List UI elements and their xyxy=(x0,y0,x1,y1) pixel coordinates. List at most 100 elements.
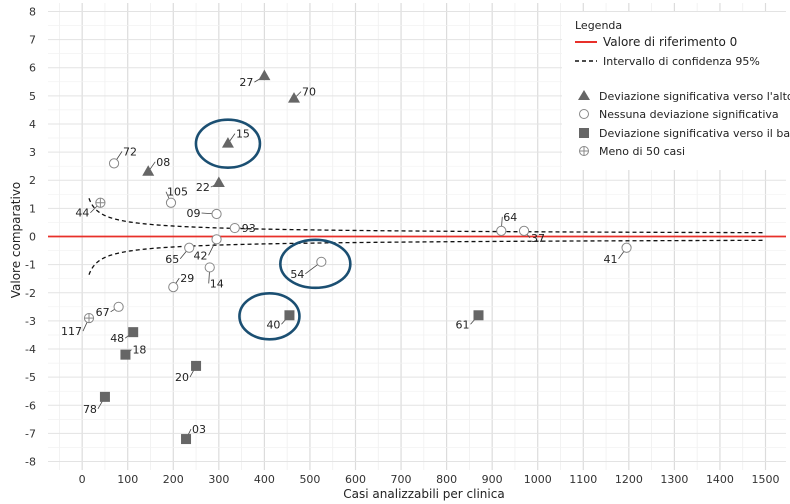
point-circle-37 xyxy=(518,225,530,236)
point-label-22: 22 xyxy=(196,181,210,194)
point-circle-42 xyxy=(211,234,222,245)
highlight-ellipse-54 xyxy=(279,238,352,290)
point-circle-105 xyxy=(165,197,177,208)
point-triangle-22 xyxy=(212,176,225,188)
point-label-37: 37 xyxy=(531,232,545,245)
point-label-44: 44 xyxy=(75,207,89,220)
x-tick-label: 800 xyxy=(436,473,457,486)
point-circle-65 xyxy=(184,242,195,253)
y-tick-label: -2 xyxy=(25,287,36,300)
point-label-41: 41 xyxy=(604,253,618,266)
point-label-117: 117 xyxy=(61,325,82,338)
y-tick-label: -5 xyxy=(25,371,36,384)
legend-line-label-ci: Intervallo di confidenza 95% xyxy=(603,55,760,68)
point-label-03: 03 xyxy=(192,423,206,436)
y-tick-label: 1 xyxy=(29,202,36,215)
point-circle-41 xyxy=(621,242,632,253)
x-tick-label: 0 xyxy=(79,473,86,486)
point-square-61 xyxy=(473,310,484,321)
point-circle-54 xyxy=(316,256,327,267)
point-square-48 xyxy=(128,327,139,338)
point-square-20 xyxy=(191,360,202,371)
y-tick-label: -8 xyxy=(25,456,36,469)
x-axis-ticks: 0 100 200 300 400 500 600 700 800 900 1000 1100 1200… xyxy=(79,473,780,486)
y-tick-label: 3 xyxy=(29,146,36,159)
legend-marker-label-down: Deviazione significativa verso il basso xyxy=(599,127,790,140)
point-crossed-circle-117 xyxy=(83,312,95,324)
y-tick-label: 8 xyxy=(29,5,36,18)
legend-square-icon xyxy=(579,128,589,138)
legend-box xyxy=(562,12,786,170)
point-circle-09 xyxy=(211,208,222,220)
x-tick-label: 700 xyxy=(391,473,412,486)
data-labels: 27 70 15 08 22 72 105 09 93 42 65 14 29 67 54 64 37 41 40 6… xyxy=(61,76,618,436)
legend-line-label-reference: Valore di riferimento 0 xyxy=(603,35,737,49)
point-square-78 xyxy=(99,391,110,402)
legend-crossed-circle-icon xyxy=(579,146,589,156)
data-points xyxy=(83,69,632,445)
y-tick-label: 6 xyxy=(29,62,36,75)
point-triangle-08 xyxy=(142,165,155,176)
legend: Legenda Valore di riferimento 0 Interval… xyxy=(562,12,790,170)
point-label-93: 93 xyxy=(242,222,256,235)
y-axis-title: Valore comparativo xyxy=(9,182,23,299)
x-tick-label: 1000 xyxy=(524,473,552,486)
legend-triangle-icon xyxy=(578,90,590,100)
x-tick-label: 400 xyxy=(254,473,275,486)
point-label-70: 70 xyxy=(302,86,316,99)
point-circle-64 xyxy=(496,225,507,236)
x-tick-label: 1200 xyxy=(615,473,643,486)
point-label-48: 48 xyxy=(110,332,124,345)
y-tick-label: 0 xyxy=(29,231,36,244)
y-tick-label: 7 xyxy=(29,34,36,47)
point-circle-72 xyxy=(108,158,120,169)
point-label-15: 15 xyxy=(236,128,250,141)
point-label-40: 40 xyxy=(266,318,280,331)
confidence-band xyxy=(88,198,766,275)
point-circle-67 xyxy=(113,301,124,312)
point-label-64: 64 xyxy=(503,211,517,224)
x-tick-label: 1100 xyxy=(569,473,597,486)
point-label-61: 61 xyxy=(456,318,470,331)
point-square-03 xyxy=(181,434,192,445)
x-tick-label: 1500 xyxy=(752,473,780,486)
y-axis-ticks: -8 -7 -6 -5 -4 -3 -2 -1 0 1 2 3 4 5 6 7 8 xyxy=(25,5,36,468)
point-label-18: 18 xyxy=(132,344,146,357)
point-circle-14 xyxy=(204,262,215,273)
point-circle-93 xyxy=(229,222,240,234)
y-tick-label: 5 xyxy=(29,90,36,103)
x-tick-label: 500 xyxy=(299,473,320,486)
point-label-27: 27 xyxy=(239,76,253,89)
point-label-14: 14 xyxy=(210,277,224,290)
point-label-105: 105 xyxy=(167,186,188,199)
x-axis-title: Casi analizzabili per clinica xyxy=(343,487,504,501)
x-tick-label: 200 xyxy=(163,473,184,486)
x-tick-label: 900 xyxy=(482,473,503,486)
legend-marker-label-up: Deviazione significativa verso l'alto xyxy=(599,90,790,103)
point-label-09: 09 xyxy=(187,207,201,220)
point-square-40 xyxy=(284,310,295,321)
legend-circle-icon xyxy=(579,109,589,119)
x-tick-label: 300 xyxy=(208,473,229,486)
y-tick-label: 4 xyxy=(29,118,36,131)
highlight-ellipses xyxy=(194,118,352,341)
x-tick-label: 100 xyxy=(117,473,138,486)
y-tick-label: 2 xyxy=(29,174,36,187)
point-triangle-27 xyxy=(258,69,271,81)
point-triangle-15 xyxy=(221,137,234,148)
legend-marker-label-few: Meno di 50 casi xyxy=(599,145,685,158)
y-tick-label: -6 xyxy=(25,399,36,412)
point-label-78: 78 xyxy=(83,403,97,416)
point-label-54: 54 xyxy=(290,268,304,281)
y-tick-label: -1 xyxy=(25,259,36,272)
point-label-08: 08 xyxy=(156,156,170,169)
point-square-18 xyxy=(120,349,131,360)
point-label-42: 42 xyxy=(194,249,208,262)
highlight-ellipse-40 xyxy=(238,291,301,341)
legend-title: Legenda xyxy=(575,19,622,32)
point-label-20: 20 xyxy=(175,371,189,384)
ci-lower-line xyxy=(88,239,766,275)
y-tick-label: -7 xyxy=(25,427,36,440)
x-tick-label: 1400 xyxy=(706,473,734,486)
